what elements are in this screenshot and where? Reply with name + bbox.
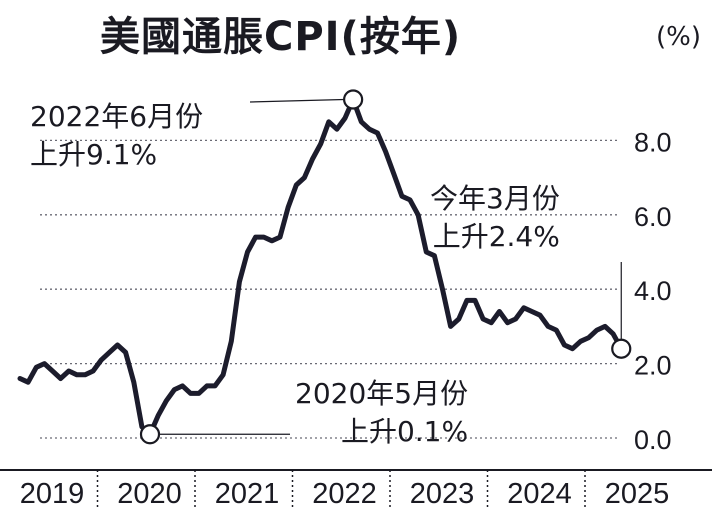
xtick-label: 2021 bbox=[215, 478, 280, 509]
annotation-latest: 今年3月份 上升2.4% bbox=[430, 180, 560, 256]
xtick-label: 2022 bbox=[312, 478, 377, 509]
annotation-peak-date: 2022年6月份 bbox=[30, 100, 204, 133]
unit-label: (%) bbox=[656, 22, 701, 52]
annotation-low-value: 上升0.1% bbox=[340, 415, 469, 448]
ytick-label: 6.0 bbox=[634, 202, 672, 232]
ytick-label: 0.0 bbox=[634, 425, 672, 455]
cpi-series-line bbox=[17, 97, 624, 437]
annotation-low-date: 2020年5月份 bbox=[295, 377, 469, 410]
xtick-label: 2024 bbox=[507, 478, 572, 509]
peak-marker bbox=[343, 89, 364, 110]
latest-marker bbox=[611, 338, 632, 359]
xtick-label: 2019 bbox=[20, 478, 85, 509]
ytick-label: 4.0 bbox=[634, 276, 672, 306]
annotation-low: 2020年5月份 上升0.1% bbox=[295, 375, 468, 451]
xtick-label: 2023 bbox=[410, 478, 475, 509]
annotation-peak-value: 上升9.1% bbox=[30, 138, 158, 171]
annotation-peak: 2022年6月份 上升9.1% bbox=[30, 98, 203, 174]
annotation-latest-date: 今年3月份 bbox=[430, 182, 560, 215]
annotation-latest-value: 上升2.4% bbox=[432, 220, 560, 253]
peak-leader-line bbox=[249, 98, 345, 103]
ytick-label: 2.0 bbox=[634, 351, 672, 381]
low-marker bbox=[139, 424, 161, 445]
xtick-label: 2025 bbox=[605, 478, 670, 509]
chart-title: 美國通脹CPI(按年) bbox=[100, 14, 462, 60]
ytick-label: 8.0 bbox=[634, 127, 672, 157]
xtick-label: 2020 bbox=[117, 478, 182, 509]
